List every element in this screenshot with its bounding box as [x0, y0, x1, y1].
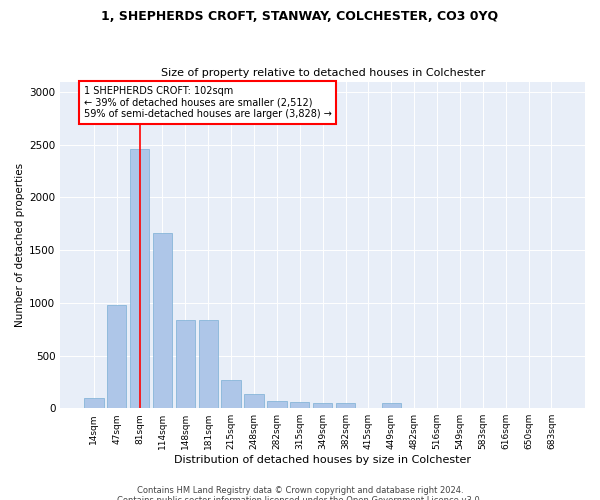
Bar	[290, 402, 310, 408]
Y-axis label: Number of detached properties: Number of detached properties	[15, 163, 25, 327]
Text: Contains public sector information licensed under the Open Government Licence v3: Contains public sector information licen…	[118, 496, 482, 500]
Text: Contains HM Land Registry data © Crown copyright and database right 2024.: Contains HM Land Registry data © Crown c…	[137, 486, 463, 495]
X-axis label: Distribution of detached houses by size in Colchester: Distribution of detached houses by size …	[174, 455, 471, 465]
Bar	[336, 404, 355, 408]
Bar	[267, 401, 287, 408]
Bar	[221, 380, 241, 408]
Bar	[244, 394, 264, 408]
Bar	[382, 404, 401, 408]
Text: 1, SHEPHERDS CROFT, STANWAY, COLCHESTER, CO3 0YQ: 1, SHEPHERDS CROFT, STANWAY, COLCHESTER,…	[101, 10, 499, 23]
Bar	[84, 398, 104, 408]
Bar	[313, 403, 332, 408]
Bar	[107, 305, 127, 408]
Bar	[176, 320, 195, 408]
Text: 1 SHEPHERDS CROFT: 102sqm
← 39% of detached houses are smaller (2,512)
59% of se: 1 SHEPHERDS CROFT: 102sqm ← 39% of detac…	[83, 86, 331, 119]
Bar	[153, 234, 172, 408]
Title: Size of property relative to detached houses in Colchester: Size of property relative to detached ho…	[161, 68, 485, 78]
Bar	[199, 320, 218, 408]
Bar	[130, 149, 149, 408]
